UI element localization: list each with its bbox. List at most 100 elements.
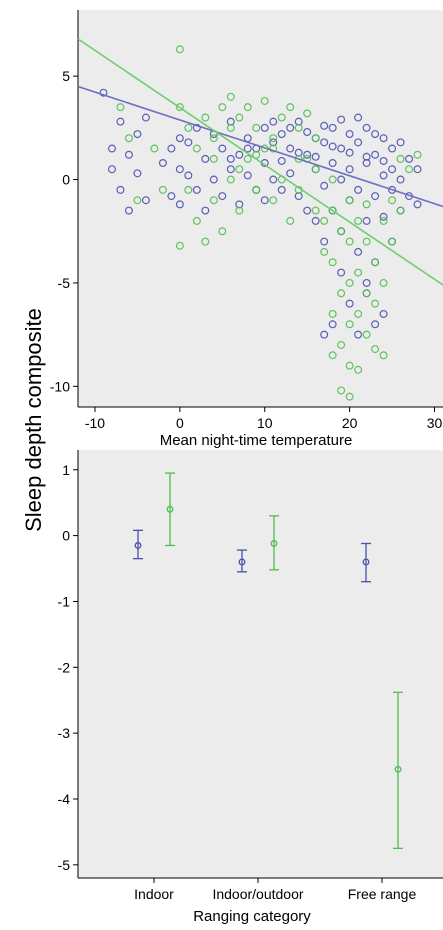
point-blue [192, 123, 201, 132]
point-green [184, 185, 193, 194]
point-green [209, 134, 218, 143]
point-green [158, 185, 167, 194]
point-blue [388, 165, 397, 174]
point-blue [379, 171, 388, 180]
point-green [226, 175, 235, 184]
point-green [396, 206, 405, 215]
point-green [320, 216, 329, 225]
point-blue [413, 200, 422, 209]
plot-area [78, 10, 443, 407]
point-blue [277, 130, 286, 139]
point-blue [201, 206, 210, 215]
point-green [235, 113, 244, 122]
y-tick-label: 0 [62, 528, 70, 544]
point-green [311, 165, 320, 174]
point-green [243, 103, 252, 112]
point-blue [303, 150, 312, 159]
point-blue [107, 165, 116, 174]
point-blue [345, 299, 354, 308]
point-green [396, 154, 405, 163]
point-green [124, 134, 133, 143]
point-blue [269, 117, 278, 126]
x-tick-label: 0 [176, 415, 184, 431]
point-blue [396, 175, 405, 184]
point-green [226, 123, 235, 132]
point-blue [175, 134, 184, 143]
point-blue [396, 138, 405, 147]
point-blue [345, 165, 354, 174]
point-blue [413, 165, 422, 174]
point-blue [371, 130, 380, 139]
point-green [362, 330, 371, 339]
point-green [243, 154, 252, 163]
point-blue [158, 159, 167, 168]
y-tick-label: -1 [58, 593, 71, 609]
point-blue [141, 113, 150, 122]
y-tick-label: 1 [62, 462, 70, 478]
x-tick-label: 30 [427, 415, 443, 431]
point-green [320, 247, 329, 256]
point-blue [277, 185, 286, 194]
point-blue [175, 165, 184, 174]
point-blue [337, 268, 346, 277]
point-green [209, 196, 218, 205]
point-green [328, 351, 337, 360]
point-green [328, 206, 337, 215]
point-blue [235, 150, 244, 159]
fit-line-green [78, 38, 443, 286]
mean-marker-green [394, 765, 402, 773]
point-green [311, 206, 320, 215]
point-blue [328, 320, 337, 329]
point-green [354, 365, 363, 374]
point-green [345, 278, 354, 287]
point-green [371, 299, 380, 308]
point-green [269, 196, 278, 205]
point-blue [379, 134, 388, 143]
point-green [150, 144, 159, 153]
point-green [311, 134, 320, 143]
y-tick-label: -5 [58, 275, 71, 291]
point-blue [371, 150, 380, 159]
x-tick-label: Indoor/outdoor [212, 886, 303, 902]
point-blue [371, 320, 380, 329]
mean-marker-blue [238, 558, 246, 566]
point-blue [362, 278, 371, 287]
mean-marker-blue [362, 558, 370, 566]
point-green [252, 123, 261, 132]
point-green [133, 196, 142, 205]
point-green [218, 103, 227, 112]
point-blue [209, 175, 218, 184]
point-blue [218, 192, 227, 201]
point-green [218, 227, 227, 236]
y-tick-label: -5 [58, 857, 71, 873]
point-green [345, 196, 354, 205]
point-blue [311, 152, 320, 161]
point-blue [303, 127, 312, 136]
point-green [354, 268, 363, 277]
x-axis-label: Mean night-time temperature [160, 432, 353, 449]
fit-line-blue [78, 85, 443, 208]
point-blue [388, 185, 397, 194]
point-green [379, 278, 388, 287]
point-green [260, 96, 269, 105]
point-blue [269, 175, 278, 184]
mean-marker-green [270, 540, 278, 547]
point-blue [354, 330, 363, 339]
point-green [286, 216, 295, 225]
point-blue [320, 237, 329, 246]
point-blue [362, 123, 371, 132]
point-blue [277, 156, 286, 165]
point-green [362, 200, 371, 209]
point-green [337, 386, 346, 395]
point-blue [337, 175, 346, 184]
x-tick-label: 20 [342, 415, 358, 431]
mean-marker-green [166, 505, 174, 513]
point-green [354, 216, 363, 225]
point-green [235, 165, 244, 174]
point-green [201, 237, 210, 246]
points-layer [78, 38, 443, 401]
point-blue [388, 144, 397, 153]
point-green [337, 289, 346, 298]
point-green [226, 92, 235, 101]
